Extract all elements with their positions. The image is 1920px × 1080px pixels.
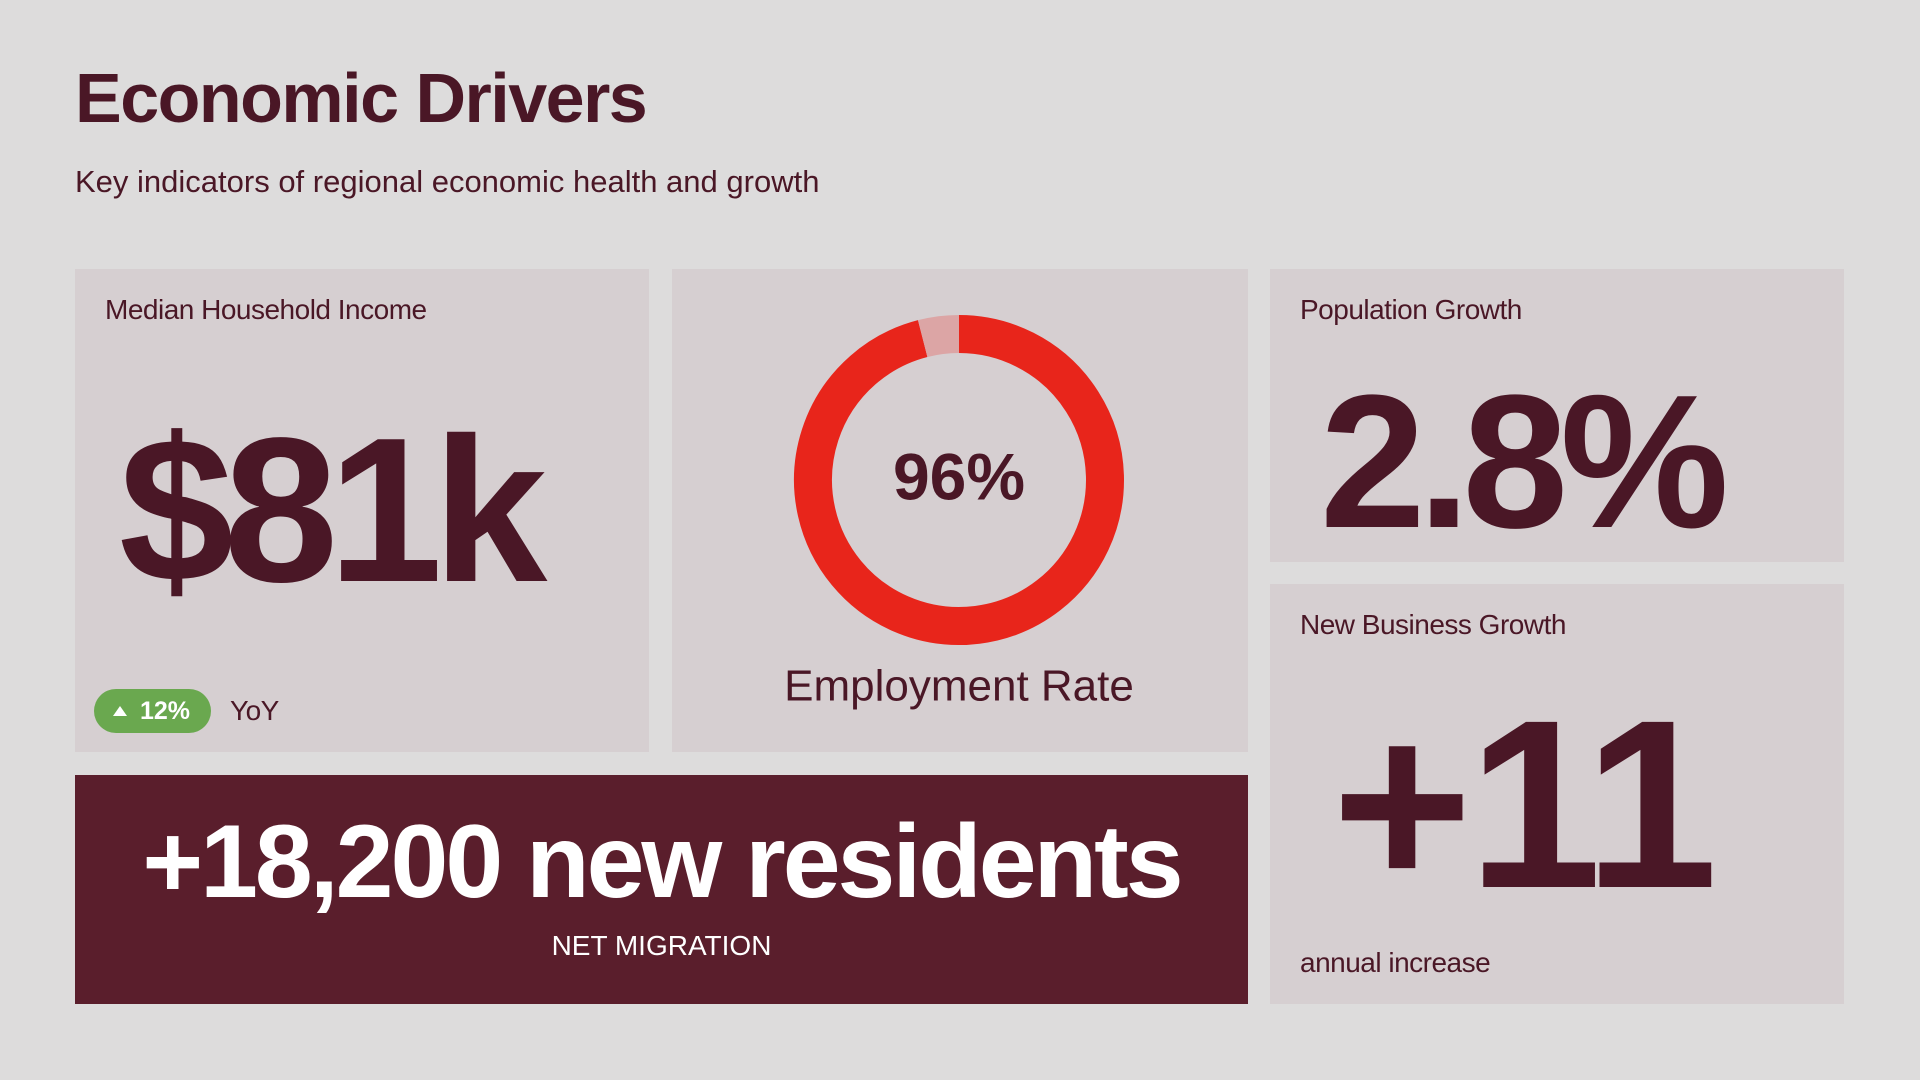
change-period: YoY	[230, 695, 279, 726]
migration-label: NET MIGRATION	[551, 930, 772, 961]
migration-banner: +18,200 new residents NET MIGRATION	[75, 775, 1248, 1004]
population-card: Population Growth 2.8%	[1270, 269, 1844, 562]
change-badge: 12%	[94, 689, 211, 733]
change-value: 12%	[140, 697, 191, 725]
donut: 96% Employment Rate	[784, 315, 1134, 711]
donut-arc	[794, 315, 1124, 645]
migration-headline: +18,200 new residents	[142, 804, 1183, 920]
business-value: +11	[1332, 670, 1718, 938]
card-label: Population Growth	[1300, 294, 1522, 325]
donut-remainder	[917, 315, 960, 358]
donut-label: 96%	[893, 439, 1025, 513]
subtitle: Key indicators of regional economic heal…	[75, 164, 820, 199]
income-card: Median Household Income $81k 12% YoY	[75, 269, 649, 752]
up-arrow	[113, 706, 127, 716]
title: Economic Drivers	[75, 59, 648, 137]
card-note: annual increase	[1300, 947, 1491, 978]
card-label: New Business Growth	[1300, 609, 1566, 640]
population-value: 2.8%	[1320, 356, 1729, 568]
card-label: Employment Rate	[784, 662, 1134, 711]
income-value: $81k	[119, 395, 547, 625]
business-card: New Business Growth +11 annual increase	[1270, 584, 1844, 1004]
employment-card: 96% Employment Rate	[672, 269, 1248, 752]
card-label: Median Household Income	[105, 294, 427, 325]
